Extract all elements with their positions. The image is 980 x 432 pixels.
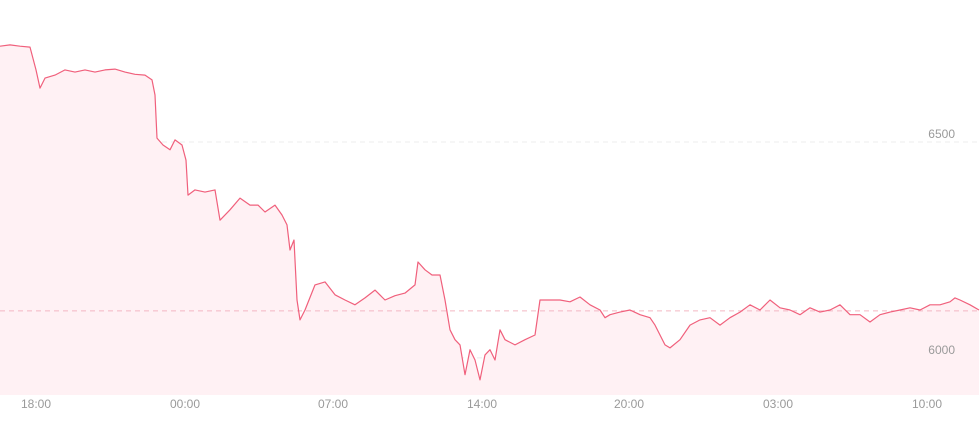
x-tick-label: 20:00	[614, 397, 644, 411]
x-tick-label: 03:00	[763, 397, 793, 411]
x-tick-label: 18:00	[21, 397, 51, 411]
x-tick-label: 00:00	[170, 397, 200, 411]
y-tick-label: 6500	[928, 127, 955, 141]
area-fill	[0, 44, 979, 396]
x-tick-label: 14:00	[467, 397, 497, 411]
x-tick-label: 07:00	[318, 397, 348, 411]
y-tick-label: 6000	[928, 343, 955, 357]
x-tick-label: 10:00	[912, 397, 942, 411]
price-line	[0, 44, 980, 381]
